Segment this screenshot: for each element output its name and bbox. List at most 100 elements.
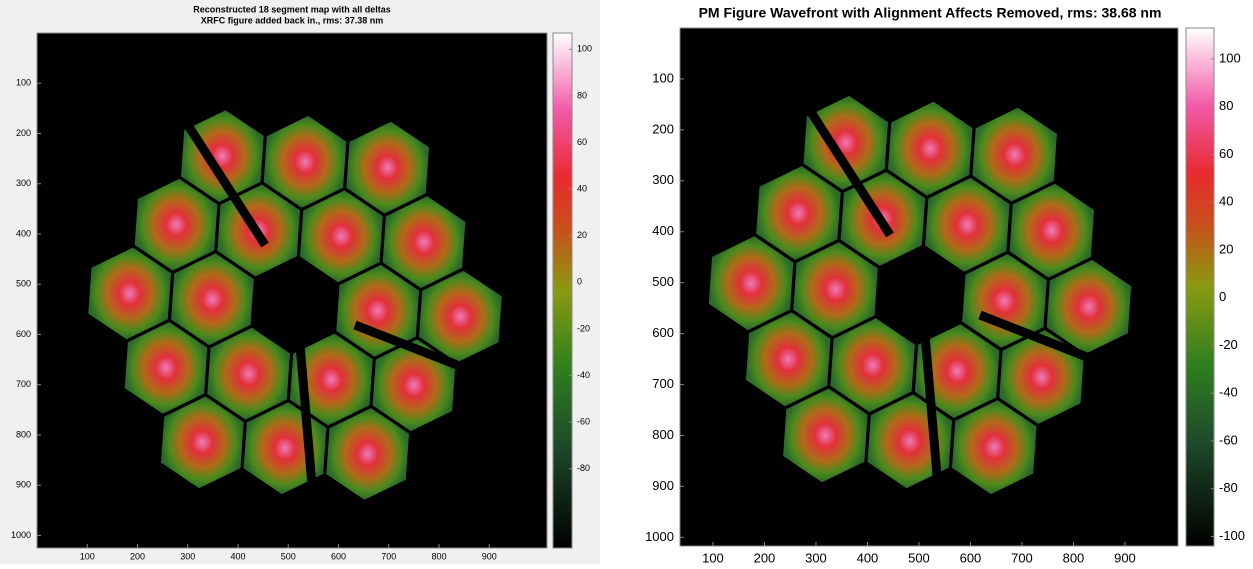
mirror-segment bbox=[419, 270, 502, 363]
strut-shadow bbox=[978, 310, 1122, 375]
mirror-segment bbox=[708, 236, 794, 331]
mirror-segment bbox=[326, 408, 409, 500]
plot-frame bbox=[679, 27, 1179, 547]
x-tick-label: 500 bbox=[281, 551, 296, 561]
colorbar-tick-label: -60 bbox=[1219, 432, 1238, 447]
colorbar-tick-label: -80 bbox=[1219, 480, 1238, 495]
mirror-segment bbox=[134, 178, 218, 271]
plot-frame bbox=[36, 32, 548, 549]
colorbar-tick-label: 100 bbox=[577, 44, 592, 54]
y-tick-label: 700 bbox=[652, 376, 674, 391]
strut-shadow bbox=[920, 334, 945, 511]
y-tick-label: 1000 bbox=[645, 529, 674, 544]
colorbar-tick-label: -80 bbox=[577, 463, 590, 473]
colorbar-tick-label: 40 bbox=[1219, 194, 1233, 209]
colorbar-tick-label: 20 bbox=[1219, 241, 1233, 256]
colorbar-tick-label: -40 bbox=[1219, 385, 1238, 400]
mirror-segment bbox=[756, 166, 841, 260]
mirror-segment bbox=[1009, 183, 1094, 278]
mirror-segment bbox=[382, 196, 466, 288]
y-tick-label: 500 bbox=[652, 274, 674, 289]
y-tick-label: 800 bbox=[16, 429, 31, 439]
mirror-segment bbox=[962, 254, 1047, 348]
x-tick-label: 600 bbox=[331, 551, 346, 561]
colorbar-tick-label: 60 bbox=[577, 137, 587, 147]
mirror-segment bbox=[952, 400, 1037, 495]
y-tick-label: 900 bbox=[16, 480, 31, 490]
x-tick-label: 200 bbox=[754, 550, 776, 564]
chart-title: XRFC figure added back in., rms: 37.38 n… bbox=[201, 15, 384, 25]
mirror-segment bbox=[888, 101, 973, 196]
mirror-segment bbox=[972, 107, 1057, 202]
chart-title: PM Figure Wavefront with Alignment Affec… bbox=[699, 5, 1162, 21]
x-tick-label: 900 bbox=[482, 551, 497, 561]
colorbar bbox=[1185, 27, 1215, 547]
colorbar-tick-label: 0 bbox=[1219, 289, 1226, 304]
colorbar-tick-label: -60 bbox=[577, 417, 590, 427]
y-tick-label: 300 bbox=[16, 178, 31, 188]
x-tick-label: 100 bbox=[702, 550, 724, 564]
y-tick-label: 600 bbox=[16, 329, 31, 339]
mirror-segment bbox=[793, 242, 878, 336]
y-tick-label: 700 bbox=[16, 379, 31, 389]
y-tick-label: 500 bbox=[16, 279, 31, 289]
y-tick-label: 100 bbox=[16, 78, 31, 88]
mirror-segment bbox=[783, 388, 868, 483]
colorbar-tick-label: 80 bbox=[1219, 98, 1233, 113]
center-hole bbox=[253, 263, 337, 347]
x-tick-label: 300 bbox=[805, 550, 827, 564]
mirror-segment bbox=[207, 327, 290, 420]
y-tick-label: 300 bbox=[652, 172, 674, 187]
mirror-segment bbox=[914, 324, 1000, 418]
x-tick-label: 700 bbox=[1011, 550, 1033, 564]
colorbar-tick-label: 80 bbox=[577, 90, 587, 100]
mirror-segment bbox=[181, 110, 264, 202]
strut-shadow bbox=[796, 92, 894, 238]
mirror-segment bbox=[300, 190, 383, 283]
colorbar-tick-label: 20 bbox=[577, 230, 587, 240]
x-tick-label: 400 bbox=[857, 550, 879, 564]
x-tick-label: 100 bbox=[80, 551, 95, 561]
x-tick-label: 700 bbox=[381, 551, 396, 561]
colorbar-tick-label: 60 bbox=[1219, 146, 1233, 161]
colorbar-tick-label: -40 bbox=[577, 370, 590, 380]
y-tick-label: 200 bbox=[652, 121, 674, 136]
strut-shadow bbox=[295, 344, 320, 521]
colorbar-tick-label: 0 bbox=[577, 277, 582, 287]
y-tick-label: 900 bbox=[652, 478, 674, 493]
colorbar-tick-label: 40 bbox=[577, 184, 587, 194]
y-tick-label: 1000 bbox=[11, 530, 31, 540]
colorbar bbox=[552, 32, 573, 549]
mirror-segment bbox=[161, 396, 244, 489]
mirror-segment bbox=[124, 322, 208, 414]
x-tick-label: 200 bbox=[130, 551, 145, 561]
mirror-segment bbox=[346, 121, 429, 214]
colorbar-tick-label: 100 bbox=[1219, 50, 1241, 65]
mirror-segment bbox=[1046, 259, 1132, 354]
strut-shadow bbox=[353, 320, 497, 385]
mirror-segment bbox=[171, 253, 254, 346]
y-tick-label: 400 bbox=[652, 223, 674, 238]
colorbar-tick-label: -20 bbox=[577, 323, 590, 333]
mirror-segment bbox=[336, 264, 419, 357]
mirror-segment bbox=[372, 339, 456, 432]
mirror-segment bbox=[88, 247, 171, 340]
x-tick-label: 800 bbox=[431, 551, 446, 561]
x-tick-label: 500 bbox=[908, 550, 930, 564]
mirror-segment bbox=[290, 333, 373, 426]
x-tick-label: 800 bbox=[1063, 550, 1085, 564]
x-tick-label: 900 bbox=[1114, 550, 1136, 564]
colorbar-tick-label: -100 bbox=[1219, 528, 1245, 543]
mirror-segment bbox=[830, 318, 915, 413]
mirror-segment bbox=[746, 312, 831, 407]
mirror-segment bbox=[925, 177, 1010, 272]
strut-shadow bbox=[171, 102, 269, 248]
x-tick-label: 300 bbox=[180, 551, 195, 561]
y-tick-label: 800 bbox=[652, 427, 674, 442]
y-tick-label: 400 bbox=[16, 228, 31, 238]
center-hole bbox=[877, 252, 963, 338]
y-tick-label: 600 bbox=[652, 325, 674, 340]
x-tick-label: 600 bbox=[960, 550, 982, 564]
